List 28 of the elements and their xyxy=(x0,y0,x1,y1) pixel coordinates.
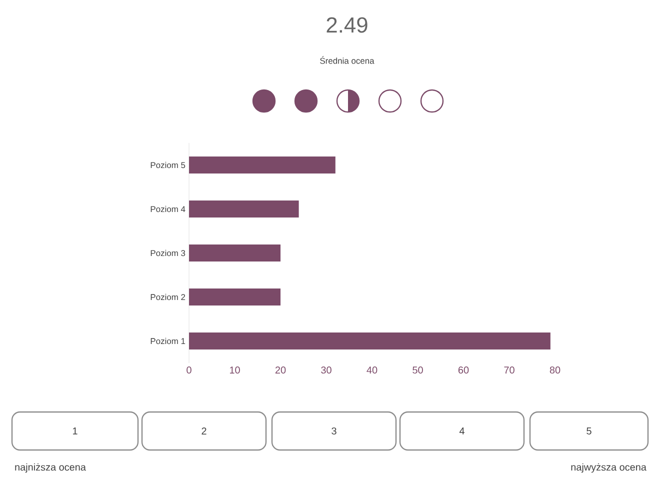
x-tick-label: 0 xyxy=(186,366,192,374)
text: 3 xyxy=(332,427,336,435)
x-tick-label: 20 xyxy=(275,366,286,374)
bar xyxy=(189,200,299,218)
chart-subtitle: Średnia ocena xyxy=(320,56,374,64)
text: 2 xyxy=(202,428,206,434)
x-tick-label: 80 xyxy=(550,366,560,374)
x-tick-label: 60 xyxy=(458,366,469,374)
y-tick-label: Poziom 1 xyxy=(150,338,186,344)
text: 5 xyxy=(586,428,592,434)
bar xyxy=(189,156,336,174)
x-tick-label: 40 xyxy=(366,366,378,374)
y-tick-label: Poziom 5 xyxy=(150,162,186,168)
y-tick-label: Poziom 4 xyxy=(150,206,186,212)
chart-title: 2.49 xyxy=(326,17,368,33)
x-tick-label: 50 xyxy=(412,366,423,374)
text: najwyższa ocena xyxy=(571,463,646,473)
x-tick-label: 70 xyxy=(504,366,514,374)
bar xyxy=(189,332,550,350)
text: najniższa ocena xyxy=(15,463,86,473)
x-tick-label: 30 xyxy=(321,366,332,374)
bar xyxy=(189,244,281,262)
y-tick-label: Poziom 3 xyxy=(150,250,186,256)
x-tick-label: 10 xyxy=(230,366,240,374)
bar xyxy=(189,288,281,306)
text: 1 xyxy=(73,428,78,434)
y-tick-label: Poziom 2 xyxy=(150,294,186,300)
text: 4 xyxy=(459,428,464,434)
